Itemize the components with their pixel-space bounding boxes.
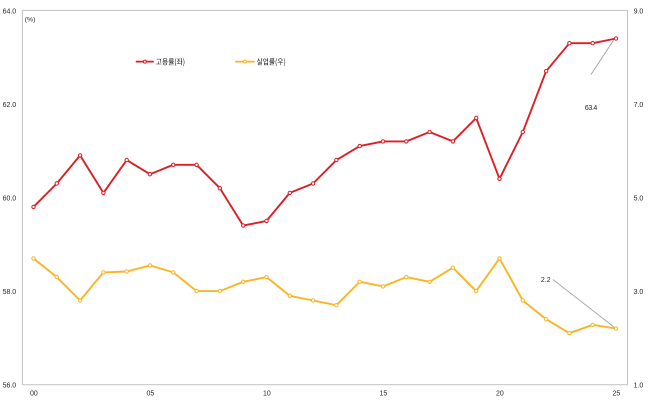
svg-text:20: 20 bbox=[496, 391, 504, 398]
svg-text:1.0: 1.0 bbox=[634, 383, 644, 390]
svg-text:3.0: 3.0 bbox=[634, 289, 644, 296]
svg-text:63.4: 63.4 bbox=[585, 105, 598, 112]
svg-text:60.0: 60.0 bbox=[3, 196, 17, 203]
svg-text:9.0: 9.0 bbox=[634, 8, 644, 15]
svg-text:5.0: 5.0 bbox=[634, 196, 644, 203]
svg-text:2.2: 2.2 bbox=[541, 277, 551, 284]
svg-text:00: 00 bbox=[30, 391, 38, 398]
svg-text:10: 10 bbox=[263, 391, 271, 398]
svg-text:58.0: 58.0 bbox=[3, 289, 17, 296]
svg-text:25: 25 bbox=[613, 391, 621, 398]
svg-text:56.0: 56.0 bbox=[3, 383, 17, 390]
svg-text:05: 05 bbox=[147, 391, 155, 398]
svg-text:15: 15 bbox=[380, 391, 388, 398]
svg-text:64.0: 64.0 bbox=[3, 8, 17, 15]
svg-text:(%): (%) bbox=[25, 16, 36, 23]
svg-text:62.0: 62.0 bbox=[3, 102, 17, 109]
svg-text:7.0: 7.0 bbox=[634, 102, 644, 109]
